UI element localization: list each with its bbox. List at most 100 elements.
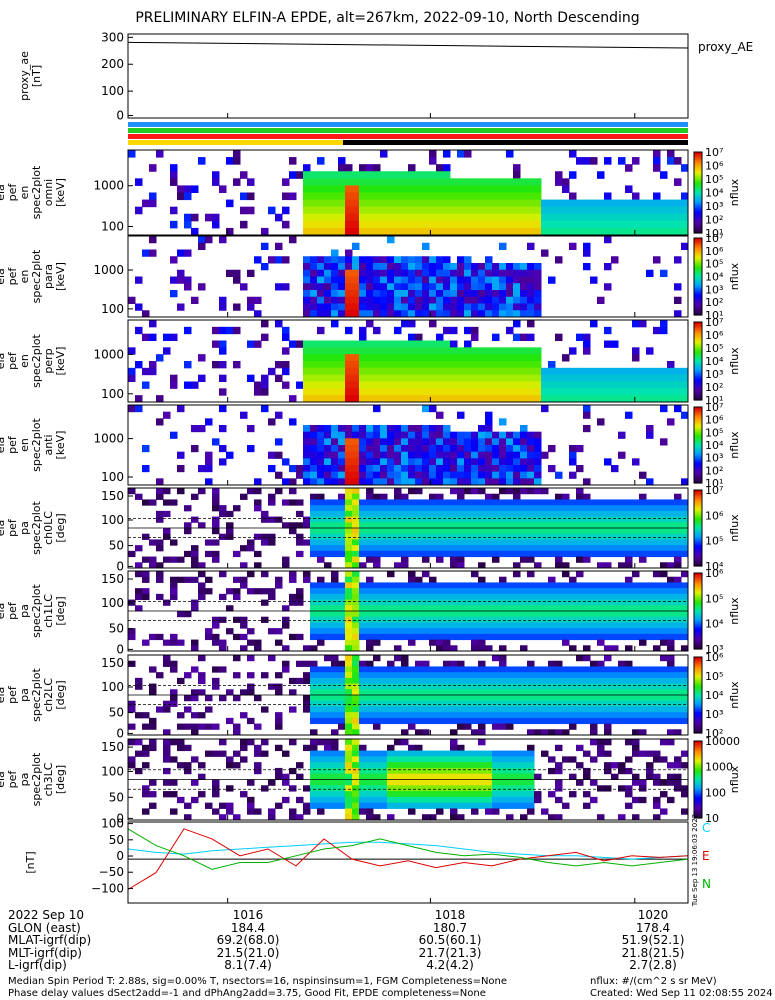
spectrogram-cell	[401, 796, 409, 804]
colorbar-tick-label: 10⁷	[705, 484, 723, 497]
spectrogram-cell	[555, 762, 563, 769]
spectrogram-cell	[170, 660, 178, 667]
spectrogram-cell	[443, 773, 451, 780]
spectrogram-cell	[520, 539, 528, 546]
spectrogram-cell	[380, 438, 388, 446]
spectrogram-cell	[534, 374, 542, 382]
spectrogram-cell	[149, 361, 157, 369]
spectrogram-cell	[373, 340, 381, 348]
spectrogram-cell	[394, 425, 402, 433]
spectrogram-cell	[303, 471, 311, 479]
spectrogram-cell	[415, 605, 423, 612]
spectrogram-cell	[520, 683, 528, 690]
spectrogram-cell	[443, 605, 451, 612]
spectrogram-cell	[597, 367, 605, 376]
spectrogram-cell	[247, 683, 255, 690]
spectrogram-cell	[653, 157, 661, 165]
spectrogram-cell	[359, 395, 367, 403]
spectrogram-cell	[415, 700, 423, 707]
spectrogram-cell	[464, 588, 472, 595]
spectrogram-cell	[618, 717, 626, 725]
spectrogram-cell	[226, 762, 234, 769]
spectrogram-cell	[576, 779, 584, 786]
spectrogram-cell	[345, 571, 353, 578]
spectrogram-cell	[492, 533, 500, 540]
spectrogram-cell	[429, 263, 437, 271]
spectrogram-cell	[380, 361, 388, 369]
spectrogram-cell	[450, 750, 458, 757]
spectrogram-cell	[569, 367, 577, 376]
colorbar-segment	[694, 695, 702, 698]
spectrogram-cell	[394, 478, 402, 486]
panel-frame	[127, 487, 689, 569]
spectrogram-cell	[380, 303, 388, 311]
spectrogram-cell	[366, 164, 374, 172]
spectrogram-cell	[520, 303, 528, 311]
spectrogram-cell	[597, 388, 605, 396]
spectrogram-cell	[597, 510, 605, 518]
spectrogram-cell	[387, 290, 395, 298]
spectrogram-cell	[667, 611, 675, 618]
spectrogram-cell	[506, 388, 514, 396]
spectrogram-cell	[457, 756, 465, 763]
spectrogram-cell	[548, 276, 556, 284]
spectrogram-cell	[590, 157, 598, 165]
spectrogram-cell	[422, 762, 430, 769]
spectrogram-cell	[520, 762, 528, 769]
spectrogram-cell	[436, 269, 444, 277]
colorbar-segment	[694, 674, 702, 677]
colorbar-segment	[694, 576, 702, 580]
spectrogram-cell	[233, 178, 241, 186]
spectrogram-cell	[485, 785, 493, 792]
spectrogram-cell	[331, 303, 339, 311]
spectrogram-cell	[317, 599, 325, 606]
spectrogram-cell	[422, 773, 430, 780]
spectrogram-cell	[499, 582, 507, 589]
spectrogram-cell	[436, 773, 444, 780]
spectrogram-cell	[492, 227, 500, 236]
spectrogram-cell	[464, 465, 472, 473]
spectrogram-cell	[373, 611, 381, 618]
colorbar-segment	[694, 783, 702, 786]
spectrogram-cell	[345, 395, 353, 403]
spectrogram-cell	[296, 588, 304, 595]
colorbar-segment	[694, 458, 702, 461]
spectrogram-cell	[513, 192, 521, 201]
spectrogram-cell	[478, 528, 486, 535]
spectrogram-cell	[667, 762, 675, 769]
spectrogram-cell	[401, 712, 409, 719]
spectrogram-cell	[513, 354, 521, 362]
spectrogram-cell	[513, 451, 521, 459]
spectrogram-cell	[443, 593, 451, 601]
spectrogram-cell	[359, 628, 367, 635]
spectrogram-cell	[373, 712, 381, 719]
spectrogram-cell	[485, 605, 493, 612]
spectrogram-cell	[331, 374, 339, 382]
spectrogram-cell	[219, 303, 227, 311]
spectrogram-cell	[457, 493, 465, 500]
spectrogram-cell	[359, 465, 367, 473]
spectrogram-cell	[541, 750, 549, 757]
spectrogram-cell	[667, 639, 675, 646]
spectrogram-cell	[338, 269, 346, 277]
spectrogram-cell	[583, 333, 591, 341]
spectrogram-cell	[492, 471, 500, 479]
spectrogram-cell	[464, 616, 472, 623]
spectrogram-cell	[471, 677, 479, 685]
spectrogram-cell	[359, 605, 367, 612]
spectrogram-cell	[387, 791, 395, 798]
spectrogram-cell	[387, 458, 395, 466]
spectrogram-cell	[506, 633, 514, 641]
spectrogram-cell	[282, 458, 290, 466]
spectrogram-cell	[331, 773, 339, 780]
spectrogram-cell	[163, 510, 171, 518]
spectrogram-cell	[219, 458, 227, 466]
spectrogram-cell	[128, 405, 136, 413]
spectrogram-cell	[163, 756, 171, 763]
spectrogram-cell	[310, 310, 318, 318]
spectrogram-cell	[436, 276, 444, 284]
spectrogram-cell	[331, 605, 339, 612]
spectrogram-cell	[408, 605, 416, 612]
spectrogram-cell	[352, 814, 360, 821]
spectrogram-cell	[590, 666, 598, 673]
